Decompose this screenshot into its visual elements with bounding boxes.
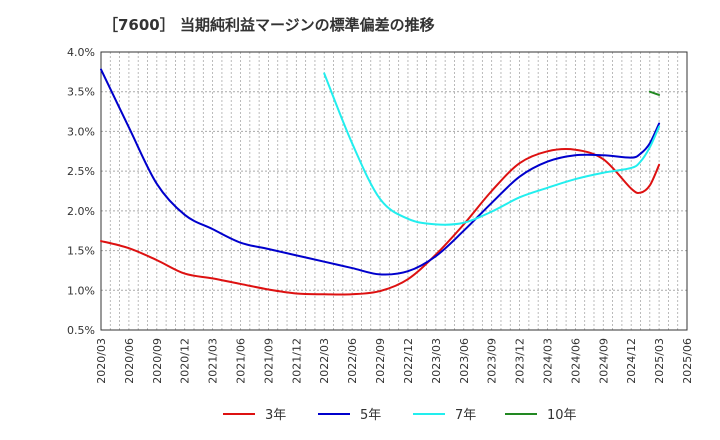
- series-line-2: [323, 72, 661, 226]
- plot-area-frame: [100, 51, 688, 331]
- legend-label-0: 3年: [265, 408, 286, 423]
- y-tick-label: 4.0%: [67, 46, 95, 59]
- series-line-0: [100, 148, 661, 296]
- y-tick-label: 1.0%: [67, 284, 95, 297]
- x-tick-label: 2023/09: [486, 338, 499, 384]
- legend-label-2: 7年: [455, 408, 476, 423]
- y-tick-label: 3.0%: [67, 125, 95, 138]
- legend: 3年 5年 7年 10年: [223, 408, 577, 423]
- x-tick-label: 2021/03: [207, 338, 220, 384]
- x-tick-label: 2023/06: [458, 338, 471, 384]
- y-tick-label: 1.5%: [67, 245, 95, 258]
- x-tick-label: 2022/06: [346, 338, 359, 384]
- x-tick-label: 2021/12: [290, 338, 303, 384]
- x-tick-label: 2021/09: [262, 338, 275, 384]
- x-tick-label: 2022/12: [402, 338, 415, 384]
- x-tick-label: 2023/12: [514, 338, 527, 384]
- y-tick-label: 3.5%: [67, 86, 95, 99]
- x-tick-label: 2024/03: [541, 338, 554, 384]
- legend-label-3: 10年: [547, 408, 577, 423]
- x-tick-label: 2021/06: [235, 338, 248, 384]
- y-axis: 0.5% 1.0% 1.5% 2.0% 2.5% 3.0% 3.5% 4.0%: [67, 46, 95, 337]
- x-tick-label: 2020/03: [95, 338, 108, 384]
- x-tick-label: 2024/12: [625, 338, 638, 384]
- x-tick-label: 2022/03: [318, 338, 331, 384]
- x-tick-label: 2023/03: [430, 338, 443, 384]
- chart-title: ［7600］ 当期純利益マージンの標準偏差の推移: [103, 16, 435, 34]
- x-tick-label: 2024/06: [569, 338, 582, 384]
- x-tick-label: 2020/09: [151, 338, 164, 384]
- x-axis: 2020/03 2020/06 2020/09 2020/12 2021/03 2021/…: [95, 338, 694, 384]
- y-tick-label: 0.5%: [67, 324, 95, 337]
- x-tick-label: 2022/09: [374, 338, 387, 384]
- series-line-1: [100, 68, 661, 276]
- x-tick-label: 2024/09: [597, 338, 610, 384]
- series-line-3: [648, 90, 661, 96]
- x-tick-label: 2025/06: [681, 338, 694, 384]
- series-layer: [100, 68, 661, 296]
- y-tick-label: 2.0%: [67, 205, 95, 218]
- legend-label-1: 5年: [360, 408, 381, 423]
- y-tick-label: 2.5%: [67, 165, 95, 178]
- x-tick-label: 2020/06: [123, 338, 136, 384]
- x-tick-label: 2020/12: [179, 338, 192, 384]
- x-tick-label: 2025/03: [653, 338, 666, 384]
